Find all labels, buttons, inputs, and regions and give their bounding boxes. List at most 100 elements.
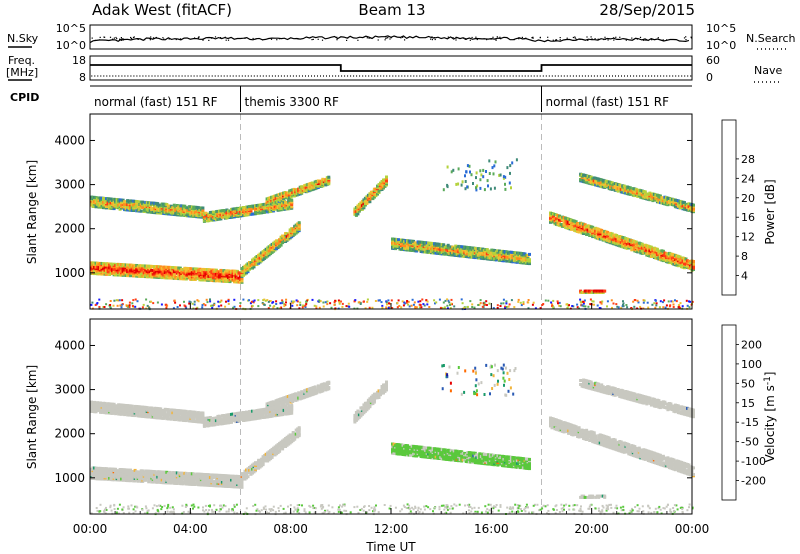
power-ground-cell [322, 305, 325, 308]
power-ground-cell [173, 299, 176, 302]
noise-search-point [500, 38, 502, 40]
power-ground-cell [477, 304, 480, 306]
power-cell [201, 209, 205, 213]
power-cell [225, 278, 229, 282]
nave-label: Nave [754, 64, 782, 77]
frequency-panel-frame [89, 55, 693, 81]
power-sparse-cell [479, 186, 482, 190]
power-ground-cell [658, 306, 661, 309]
noise-search-point [163, 38, 165, 40]
noise-search-point [587, 39, 589, 41]
power-ground-cell [272, 306, 275, 309]
power-cell [583, 223, 587, 227]
noise-search-point [113, 37, 115, 39]
power-sparse-cell [494, 160, 497, 164]
power-cell [133, 263, 137, 267]
noise-search-point [133, 36, 135, 38]
power-ground-cell [96, 302, 99, 304]
noise-search-point [386, 37, 388, 39]
power-ground-cell [291, 304, 294, 307]
noise-search-point [278, 38, 281, 40]
power-cell [189, 267, 193, 271]
noise-search-point [224, 36, 226, 38]
power-ground-cell [639, 305, 642, 308]
power-ground-cell [386, 303, 388, 306]
power-cell [528, 252, 531, 256]
power-cell [133, 202, 137, 206]
power-ground-cell [248, 299, 250, 302]
power-ground-cell [531, 303, 534, 306]
power-ground-cell [642, 301, 645, 304]
power-ground-cell [116, 304, 119, 307]
noise-ytick-top: 10^5 [56, 22, 86, 35]
noise-search-point [122, 39, 124, 41]
nave-ytick-top: 60 [706, 54, 720, 67]
noise-search-point [384, 39, 386, 41]
noise-search-point [131, 38, 133, 40]
power-cell [297, 221, 301, 225]
power-cell [163, 265, 167, 269]
power-ground-cell [671, 300, 674, 303]
power-ground-cell [362, 300, 365, 303]
power-ground-cell [224, 305, 227, 308]
noise-search-point [377, 39, 379, 41]
colorbar-tick-label: 12 [741, 231, 755, 244]
power-sparse-cell [502, 175, 505, 179]
power-ground-cell [275, 300, 278, 303]
noise-search-point [132, 36, 135, 39]
noise-search-point [211, 37, 213, 39]
power-cell [586, 224, 590, 228]
noise-search-point [175, 38, 177, 41]
noise-search-point [518, 38, 520, 40]
power-sparse-cell [508, 181, 511, 185]
power-ground-cell [665, 304, 668, 307]
power-sparse-cell [469, 170, 471, 174]
noise-search-point [645, 39, 647, 41]
noise-panel-frame [89, 24, 693, 50]
noise-search-point [525, 37, 527, 39]
power-ground-cell [449, 303, 451, 306]
power-ground-cell [112, 304, 115, 307]
power-sparse-cell [466, 185, 469, 189]
power-cell [225, 274, 229, 278]
noise-search-point [346, 39, 348, 41]
power-ground-cell [413, 301, 416, 304]
power-sparse-cell [482, 175, 485, 179]
power-ground-cell [488, 302, 491, 305]
power-ground-cell [134, 298, 137, 301]
power-ground-cell [547, 299, 550, 302]
power-sparse-cell [464, 174, 466, 178]
power-cell [558, 214, 562, 218]
power-ground-cell [113, 299, 116, 302]
power-cell [285, 232, 289, 236]
noise-search-point [604, 38, 606, 40]
power-sparse-cell [504, 187, 507, 191]
power-ground-cell [559, 305, 562, 308]
noise-search-point [651, 39, 653, 41]
power-ground-cell [109, 300, 112, 302]
noise-search-point [115, 36, 117, 39]
power-cell [285, 206, 289, 210]
power-ground-cell [125, 304, 128, 307]
power-ground-cell [669, 304, 672, 307]
power-ground-cell [109, 304, 112, 306]
power-ground-cell [193, 300, 196, 303]
noise-search-point [499, 36, 501, 38]
noise-search-point [532, 36, 534, 38]
noise-search-point [636, 38, 638, 40]
power-ground-cell [606, 305, 608, 308]
power-cell [442, 243, 446, 247]
noise-search-point [625, 39, 627, 41]
power-ground-cell [165, 306, 168, 309]
power-ground-cell [304, 304, 307, 307]
power-ground-cell [653, 302, 656, 305]
power-ground-cell [655, 304, 658, 307]
power-ground-cell [527, 299, 530, 301]
noise-search-point [152, 37, 155, 39]
power-sparse-cell [461, 180, 464, 184]
noise-search-point [532, 37, 534, 39]
power-ground-cell [295, 299, 298, 302]
power-ground-cell [606, 300, 609, 303]
power-cell [574, 220, 578, 224]
power-ground-cell [257, 299, 260, 302]
